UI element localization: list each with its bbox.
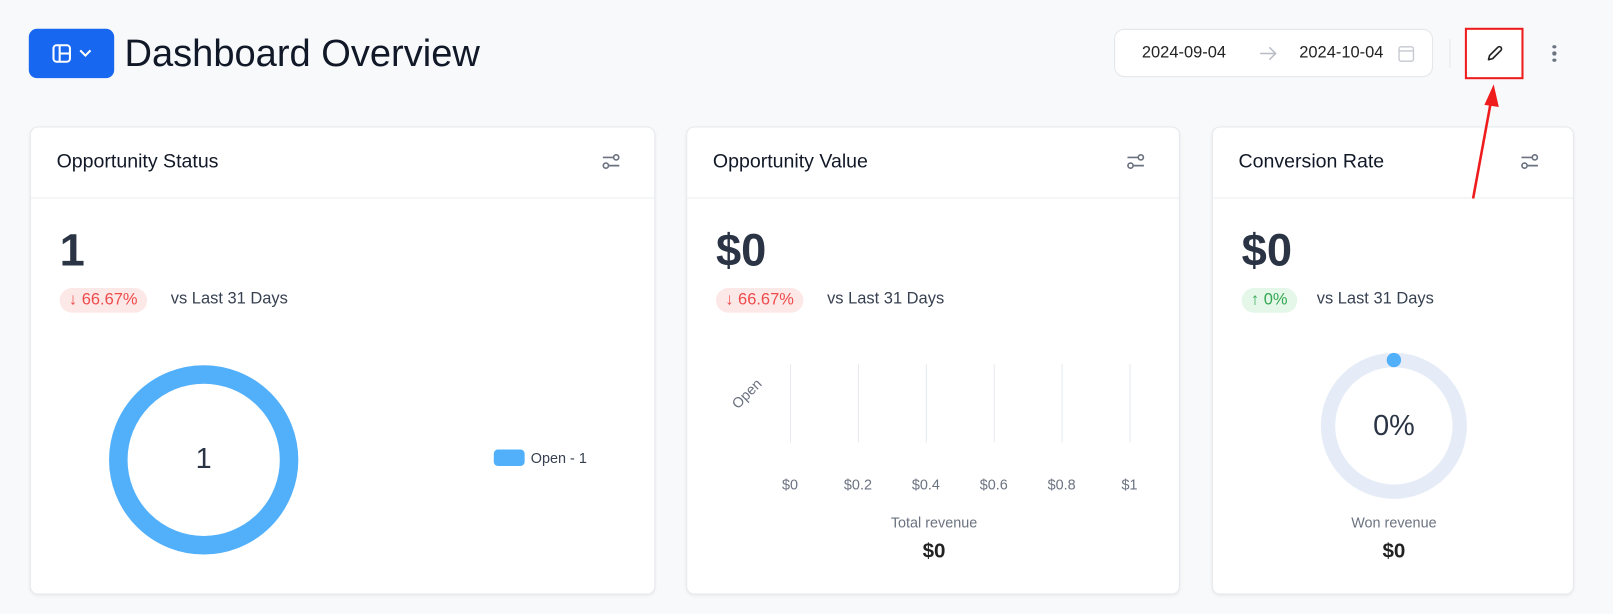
footer-label: Won revenue — [1351, 514, 1437, 531]
metric-value: $0 — [715, 225, 767, 276]
opportunity-status-card: Opportunity Status 1 ↓ 66.67% vs Last 31… — [29, 126, 656, 595]
annotation-arrow — [1471, 84, 1499, 199]
footer-value: $0 — [1382, 540, 1406, 563]
opportunity-value-card: Opportunity Value $0 ↓ 66.67% vs Last 31… — [686, 126, 1180, 595]
more-options-button[interactable] — [1543, 39, 1566, 68]
x-tick-label: $1 — [1121, 476, 1138, 493]
chevron-down-icon — [78, 49, 91, 58]
gauge-chart — [1320, 352, 1467, 499]
metric-value: $0 — [1241, 225, 1292, 276]
legend-swatch — [493, 449, 525, 467]
edit-dashboard-button[interactable] — [1464, 27, 1524, 80]
x-tick-label: $0.6 — [979, 476, 1008, 493]
gridline — [1129, 364, 1131, 443]
calendar-icon — [1398, 46, 1415, 62]
donut-center-value: 1 — [195, 442, 212, 475]
change-badge: ↓ 66.67% — [715, 288, 804, 313]
date-from[interactable]: 2024-09-04 — [1141, 44, 1227, 62]
arrow-up-icon: ↑ — [1250, 291, 1264, 309]
divider — [1449, 39, 1451, 68]
card-title: Conversion Rate — [1238, 151, 1385, 173]
date-to[interactable]: 2024-10-04 — [1299, 44, 1384, 62]
legend-item-open[interactable]: Open - 1 — [493, 449, 587, 467]
compare-label: vs Last 31 Days — [1316, 290, 1434, 308]
gridline — [1061, 364, 1063, 443]
compare-label: vs Last 31 Days — [170, 290, 288, 308]
x-tick-label: $0 — [782, 476, 799, 493]
arrow-down-icon: ↓ — [725, 291, 739, 309]
metric-value: 1 — [59, 225, 85, 276]
x-tick-label: $0.8 — [1047, 476, 1076, 493]
filter-settings-icon[interactable] — [1126, 153, 1145, 170]
gridline — [857, 364, 859, 443]
donut-chart — [109, 365, 299, 555]
page-title: Dashboard Overview — [124, 31, 480, 75]
layout-icon — [51, 44, 71, 63]
date-range-picker[interactable]: 2024-09-04 2024-10-04 — [1114, 28, 1433, 78]
pencil-icon — [1487, 45, 1502, 61]
footer-value: $0 — [922, 540, 946, 563]
gridline — [790, 364, 792, 443]
footer-label: Total revenue — [890, 514, 978, 531]
card-title: Opportunity Status — [56, 151, 219, 173]
x-tick-label: $0.2 — [843, 476, 872, 493]
filter-settings-icon[interactable] — [602, 153, 621, 170]
layout-switcher-button[interactable] — [28, 28, 115, 79]
gridline — [925, 364, 927, 443]
change-badge: ↓ 66.67% — [59, 288, 147, 313]
category-label: Open — [728, 375, 765, 412]
donut-segment-open[interactable] — [109, 365, 299, 555]
conversion-rate-card: Conversion Rate $0 ↑ 0% vs Last 31 Days … — [1211, 126, 1574, 595]
gauge-value: 0% — [1373, 409, 1415, 442]
compare-label: vs Last 31 Days — [827, 290, 945, 308]
filter-settings-icon[interactable] — [1520, 153, 1539, 170]
gridline — [993, 364, 995, 443]
arrow-down-icon: ↓ — [68, 291, 82, 309]
arrow-right-icon — [1260, 46, 1277, 61]
card-title: Opportunity Value — [712, 151, 868, 173]
change-badge: ↑ 0% — [1241, 288, 1297, 313]
x-tick-label: $0.4 — [911, 476, 940, 493]
gauge-indicator — [1386, 352, 1402, 368]
